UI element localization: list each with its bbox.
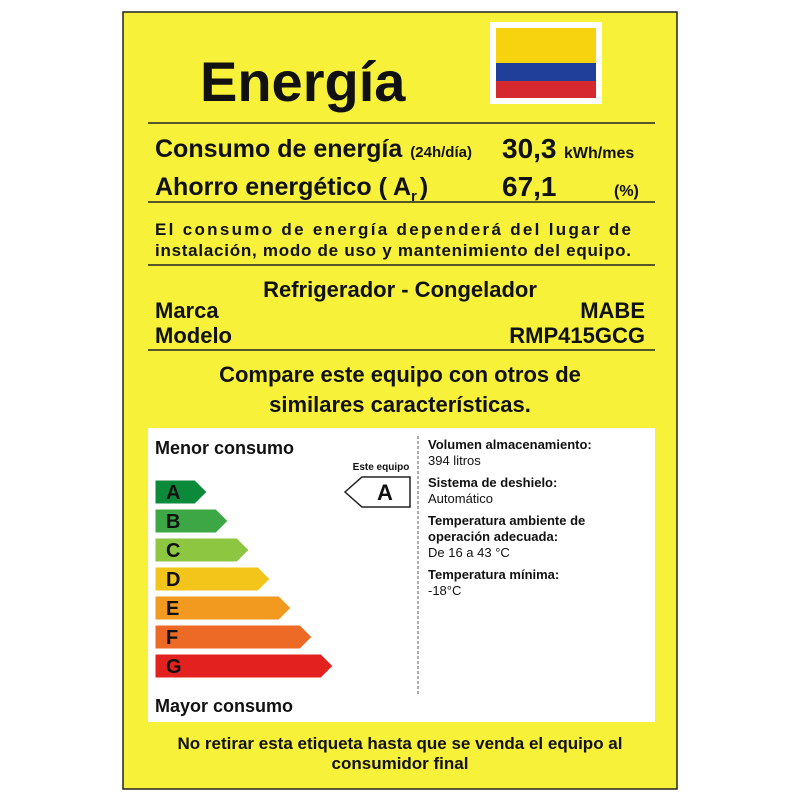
flag-red: [496, 81, 596, 98]
brand-label: Marca: [155, 298, 219, 323]
class-letter: G: [166, 656, 182, 678]
class-letter: B: [166, 511, 180, 533]
savings-value: 67,1: [502, 171, 557, 202]
notice-line: instalación, modo de uso y mantenimiento…: [155, 241, 631, 260]
spec-label: Temperatura ambiente de: [428, 513, 585, 528]
flag-blue: [496, 63, 596, 81]
class-letter: E: [166, 598, 179, 620]
class-letter: A: [166, 482, 180, 504]
spec-value: 394 litros: [428, 453, 481, 468]
scale-bottom: Mayor consumo: [155, 696, 293, 716]
compare-line: Compare este equipo con otros de: [219, 362, 581, 387]
savings-unit: (%): [614, 183, 639, 200]
spec-value: Automático: [428, 491, 493, 506]
consumption-unit: kWh/mes: [564, 145, 634, 162]
class-bar: [154, 537, 250, 563]
scale-top: Menor consumo: [155, 438, 294, 458]
compare-line: similares características.: [269, 392, 531, 417]
class-letter: F: [166, 627, 178, 649]
spec-label: operación adecuada:: [428, 529, 558, 544]
flag: [490, 22, 602, 104]
rating-pointer: [343, 476, 411, 508]
class-bar: [154, 566, 271, 592]
spec-value: De 16 a 43 °C: [428, 545, 510, 560]
class-bar: [154, 479, 208, 505]
class-letter: C: [166, 540, 180, 562]
consumption-value: 30,3: [502, 133, 557, 164]
class-bar: [154, 508, 229, 534]
appliance-type: Refrigerador - Congelador: [263, 277, 537, 302]
model-label: Modelo: [155, 323, 232, 348]
consumption-label: Consumo de energía (24h/día): [155, 135, 472, 163]
model: RMP415GCG: [509, 323, 645, 348]
footer-line: consumidor final: [332, 754, 469, 773]
savings-label: Ahorro energético (Ar): [155, 173, 428, 205]
title: Energía: [200, 50, 406, 113]
spec-label: Sistema de deshielo:: [428, 475, 557, 490]
class-bar: [154, 595, 292, 621]
pointer-label: Este equipo: [353, 462, 410, 473]
rating: A: [377, 480, 393, 505]
notice-line: El consumo de energía dependerá del luga…: [155, 220, 631, 239]
class-bar: [154, 624, 313, 650]
class-letter: D: [166, 569, 180, 591]
spec-label: Volumen almacenamiento:: [428, 437, 592, 452]
class-bar: [154, 653, 334, 679]
footer-line: No retirar esta etiqueta hasta que se ve…: [178, 734, 623, 753]
spec-value: -18°C: [428, 583, 461, 598]
brand: MABE: [580, 298, 645, 323]
spec-label: Temperatura mínima:: [428, 567, 559, 582]
specs: Volumen almacenamiento:394 litros Sistema…: [428, 437, 592, 598]
flag-yellow: [496, 28, 596, 63]
